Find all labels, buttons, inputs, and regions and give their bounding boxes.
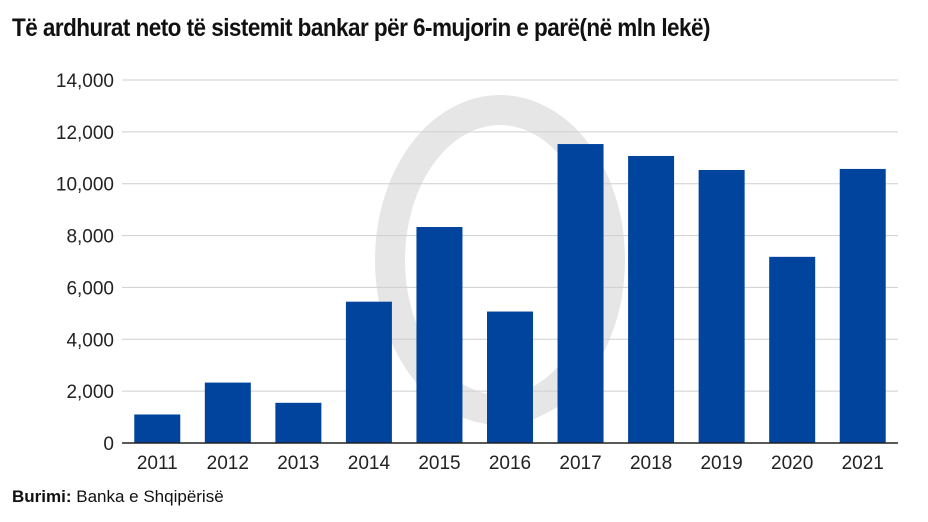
chart-title: Të ardhurat neto të sistemit bankar për … (12, 14, 710, 42)
bar-2019 (698, 169, 745, 443)
bar-2020 (769, 256, 816, 443)
bar-2012 (204, 382, 251, 443)
x-tick-label: 2016 (489, 453, 531, 474)
bar-2021 (839, 168, 886, 443)
y-tick-label: 12,000 (56, 123, 114, 144)
bar-2016 (487, 311, 533, 443)
x-tick-label: 2013 (277, 453, 319, 474)
x-tick-label: 2011 (137, 453, 178, 474)
y-tick-label: 0 (103, 434, 114, 455)
x-tick-label: 2012 (207, 453, 249, 474)
x-tick-label: 2015 (418, 453, 460, 474)
x-tick-label: 2017 (559, 453, 601, 474)
bar-2014 (345, 301, 392, 443)
bar-2017 (557, 144, 604, 443)
x-tick-label: 2019 (700, 453, 742, 474)
y-tick-label: 4,000 (66, 330, 114, 351)
y-tick-label: 2,000 (66, 382, 114, 403)
y-tick-label: 14,000 (56, 71, 114, 92)
bar-2013 (275, 402, 322, 443)
bar-2015 (416, 227, 463, 443)
y-tick-label: 6,000 (66, 278, 114, 299)
x-tick-label: 2020 (771, 453, 813, 474)
x-tick-label: 2018 (630, 453, 672, 474)
source-label: Burimi: (12, 487, 72, 506)
bar-2018 (628, 155, 675, 444)
x-tick-label: 2021 (842, 453, 884, 474)
y-tick-label: 8,000 (66, 227, 114, 248)
y-tick-label: 10,000 (56, 175, 114, 196)
x-tick-label: 2014 (348, 453, 391, 474)
bar-2011 (134, 414, 181, 443)
source-note: Burimi: Banka e Shqipërisë (12, 487, 224, 507)
source-text: Banka e Shqipërisë (76, 487, 224, 506)
